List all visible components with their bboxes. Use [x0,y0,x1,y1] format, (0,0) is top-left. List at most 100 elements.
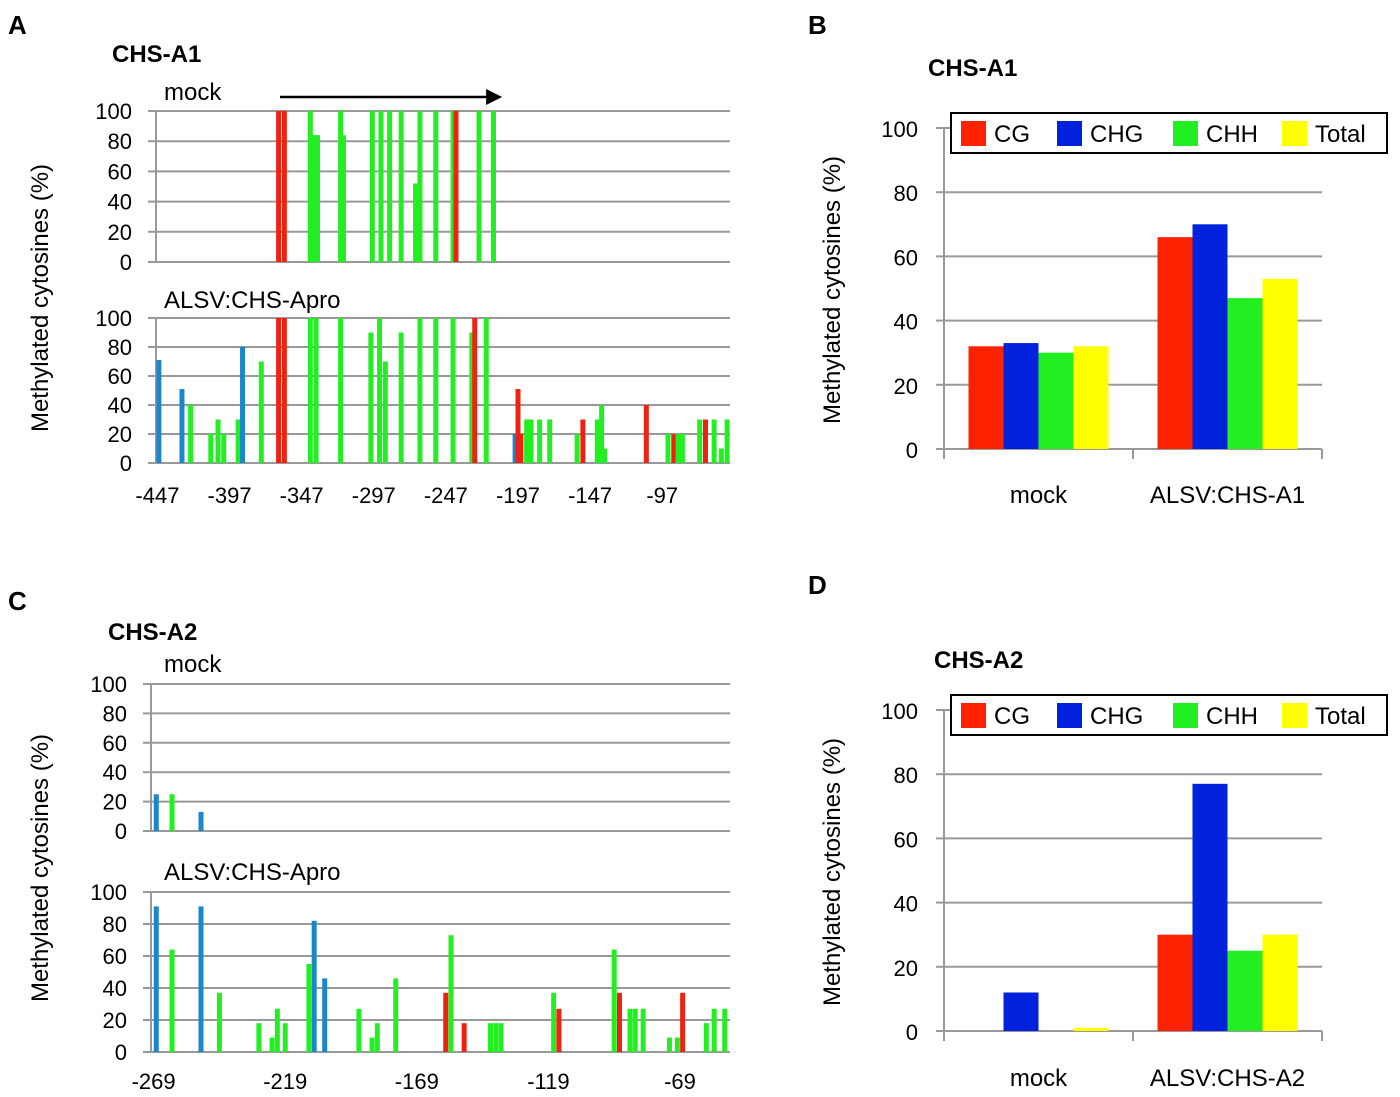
category-label: mock [1010,1065,1068,1092]
bar-chh [476,111,482,262]
bar-cg [643,405,649,463]
bar-chh [450,318,456,463]
legend-box [950,694,1388,736]
y-tick-label: 100 [90,672,127,697]
legend-label-cg: CG [994,703,1030,730]
legend-label-chh: CHH [1206,703,1258,730]
bar-chh [602,448,608,463]
bar-chg [1003,992,1039,1031]
bar-chh [215,419,221,463]
bar-chh [679,434,685,463]
bar-chh [258,361,264,463]
bar-chh [493,1023,499,1052]
bar-cg [281,111,287,262]
bar-chh [627,1008,633,1052]
legend-swatch-cg [961,121,986,146]
bar-chh [711,1008,717,1052]
y-tick-label: 0 [906,1020,918,1045]
x-tick-label: -147 [568,483,612,508]
y-tick-label: 80 [108,335,132,360]
panel-a-ylabel: Methylated cytosines (%) [27,164,54,432]
legend-swatch-chg [1057,703,1082,728]
panel-c-label: C [8,586,27,616]
bar-cg [276,111,282,262]
y-tick-label: 20 [894,374,918,399]
panel-a-alsv-label: ALSV:CHS-Apro [164,287,341,314]
bar-cg [580,419,586,463]
bar-chh [307,111,313,262]
bar-chh [483,318,489,463]
legend-label-chg: CHG [1090,121,1143,148]
x-tick-label: -219 [263,1069,307,1094]
legend-swatch-chg [1057,121,1082,146]
bar-chg [198,811,204,831]
bar-chh [537,419,543,463]
bar-chh [393,978,399,1052]
panel-d: D CHS-A2 Methylated cytosines (%) 0 20 40 6… [808,570,1388,1092]
legend-swatch-total [1282,121,1307,146]
bar-chh [338,111,344,262]
bar-chh [169,949,175,1052]
y-tick-label: 40 [103,760,127,785]
y-tick-label: 20 [894,956,918,981]
bar-chh [169,794,175,831]
y-tick-label: 20 [108,220,132,245]
y-tick-label: 100 [95,306,132,331]
bar-chh [256,1023,262,1052]
y-tick-label: 0 [120,250,132,275]
bar-chh [306,964,312,1052]
y-tick-label: 100 [881,117,918,142]
bar-chh [640,1008,646,1052]
bar-cg [461,1023,467,1052]
bar-chh [488,1023,494,1052]
bar-chh [274,1008,280,1052]
panel-d-title: CHS-A2 [934,647,1023,674]
category-label: ALSV:CHS-A2 [1150,1065,1305,1092]
bar-total [1073,1027,1109,1031]
panel-b-title: CHS-A1 [928,55,1017,82]
panel-d-ylabel: Methylated cytosines (%) [819,738,846,1006]
y-tick-label: 60 [103,944,127,969]
bar-cg [518,434,524,463]
y-tick-label: 40 [108,190,132,215]
bar-total [1262,934,1298,1031]
y-tick-label: 100 [95,99,132,124]
bar-chh [216,992,222,1052]
bar-chh [594,419,600,463]
bar-chh [413,183,419,262]
legend-label-total: Total [1315,121,1366,148]
x-tick-label: -447 [135,483,179,508]
bar-chh [551,992,557,1052]
bar-cg [556,1008,562,1052]
bar-chg [1192,783,1228,1031]
bar-cg [671,434,677,463]
bar-chg [198,906,204,1052]
bar-chh [312,135,318,262]
panel-b-label: B [808,10,827,40]
y-tick-label: 60 [894,245,918,270]
y-tick-label: 80 [108,129,132,154]
bar-cg [616,992,622,1052]
bar-chh [433,111,439,262]
bar-chh [674,1037,680,1052]
y-tick-label: 80 [894,181,918,206]
bar-chh [469,332,475,463]
bar-chh [398,332,404,463]
panel-c-title: CHS-A2 [108,619,197,646]
y-tick-label: 60 [108,364,132,389]
bar-chh [599,405,605,463]
y-tick-label: 40 [103,976,127,1001]
y-tick-label: 60 [108,159,132,184]
y-tick-label: 0 [115,1040,127,1065]
panel-b: B CHS-A1 Methylated cytosines (%) 0 20 40 6… [808,10,1388,509]
bar-chh [417,318,423,463]
bar-chg [311,920,317,1052]
bar-chh [1227,950,1263,1031]
legend-box [950,112,1388,154]
x-tick-label: -347 [280,483,324,508]
panel-c: C CHS-A2 mock ALSV:CHS-Apro Methylated c… [8,586,730,1094]
y-tick-label: 80 [103,701,127,726]
bar-chh [547,419,553,463]
bar-chg [153,794,159,831]
